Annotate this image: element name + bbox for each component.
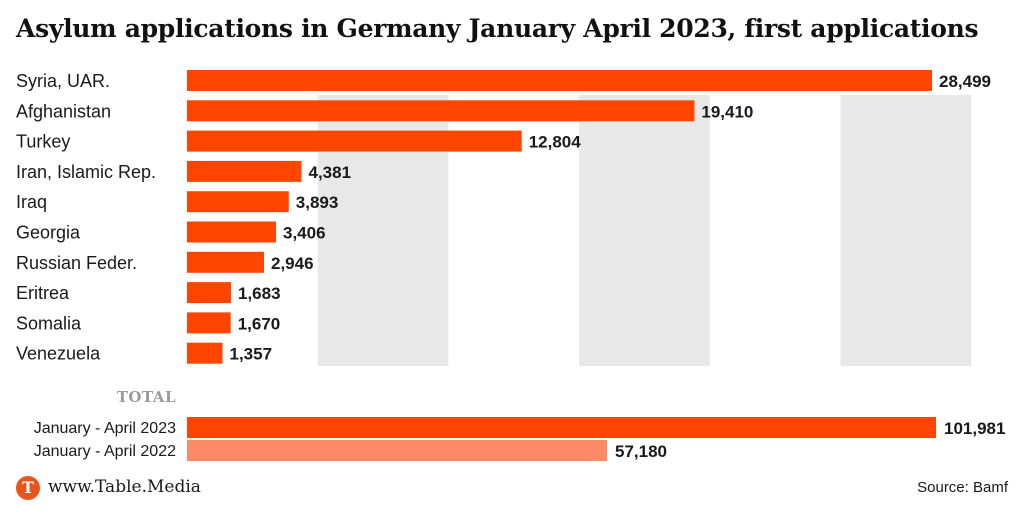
total-label-january-april-2022: January - April 2022 xyxy=(34,443,176,460)
category-label-syria-uar: Syria, UAR. xyxy=(16,71,110,91)
bar-turkey xyxy=(187,130,522,152)
total-bar-january-april-2023 xyxy=(187,417,936,438)
bar-venezuela xyxy=(187,342,223,364)
bar-chart: Syria, UAR. 28,499 Afghanistan 19,410 Turkey… xyxy=(16,70,1005,461)
value-label-venezuela: 1,357 xyxy=(230,345,273,364)
bar-afghanistan xyxy=(187,100,695,122)
table-media-logo-icon: T xyxy=(16,476,40,500)
category-label-afghanistan: Afghanistan xyxy=(16,101,111,121)
category-label-venezuela: Venezuela xyxy=(16,344,101,364)
value-label-iran-islamic-rep: 4,381 xyxy=(309,163,352,182)
total-bar-january-april-2022 xyxy=(187,440,607,461)
bar-somalia xyxy=(187,312,231,334)
bar-russian-feder xyxy=(187,251,264,273)
category-label-russian-feder: Russian Feder. xyxy=(16,253,137,273)
value-label-turkey: 12,804 xyxy=(529,133,582,152)
category-label-iraq: Iraq xyxy=(16,192,47,212)
value-label-eritrea: 1,683 xyxy=(238,284,281,303)
country-bars: Syria, UAR. 28,499 Afghanistan 19,410 Turkey… xyxy=(16,70,991,364)
grid-band xyxy=(840,95,972,366)
total-value-january-april-2022: 57,180 xyxy=(615,442,667,461)
bar-iraq xyxy=(187,191,289,213)
footer: T www.Table.Media Source: Bamf xyxy=(16,476,1008,502)
bar-syria-uar xyxy=(187,70,932,91)
bar-eritrea xyxy=(187,282,231,304)
totals-section: TOTAL January - April 2023 101,981 January … xyxy=(34,388,1005,461)
value-label-georgia: 3,406 xyxy=(283,224,326,243)
category-label-iran-islamic-rep: Iran, Islamic Rep. xyxy=(16,162,156,182)
bar-iran-islamic-rep xyxy=(187,160,302,182)
bar-georgia xyxy=(187,221,276,243)
value-label-afghanistan: 19,410 xyxy=(701,102,753,121)
totals-heading: TOTAL xyxy=(117,388,176,406)
category-label-somalia: Somalia xyxy=(16,313,82,333)
value-label-somalia: 1,670 xyxy=(238,314,281,333)
category-label-georgia: Georgia xyxy=(16,223,81,243)
site-name: www.Table.Media xyxy=(48,477,201,497)
category-label-turkey: Turkey xyxy=(16,132,70,152)
grid-band xyxy=(579,95,710,366)
total-value-january-april-2023: 101,981 xyxy=(944,419,1005,438)
value-label-russian-feder: 2,946 xyxy=(271,254,314,273)
category-label-eritrea: Eritrea xyxy=(16,283,70,303)
chart-title: Asylum applications in Germany January A… xyxy=(16,14,979,43)
total-label-january-april-2023: January - April 2023 xyxy=(34,420,176,437)
value-label-syria-uar: 28,499 xyxy=(939,72,991,91)
value-label-iraq: 3,893 xyxy=(296,193,339,212)
source-note: Source: Bamf xyxy=(917,479,1008,496)
